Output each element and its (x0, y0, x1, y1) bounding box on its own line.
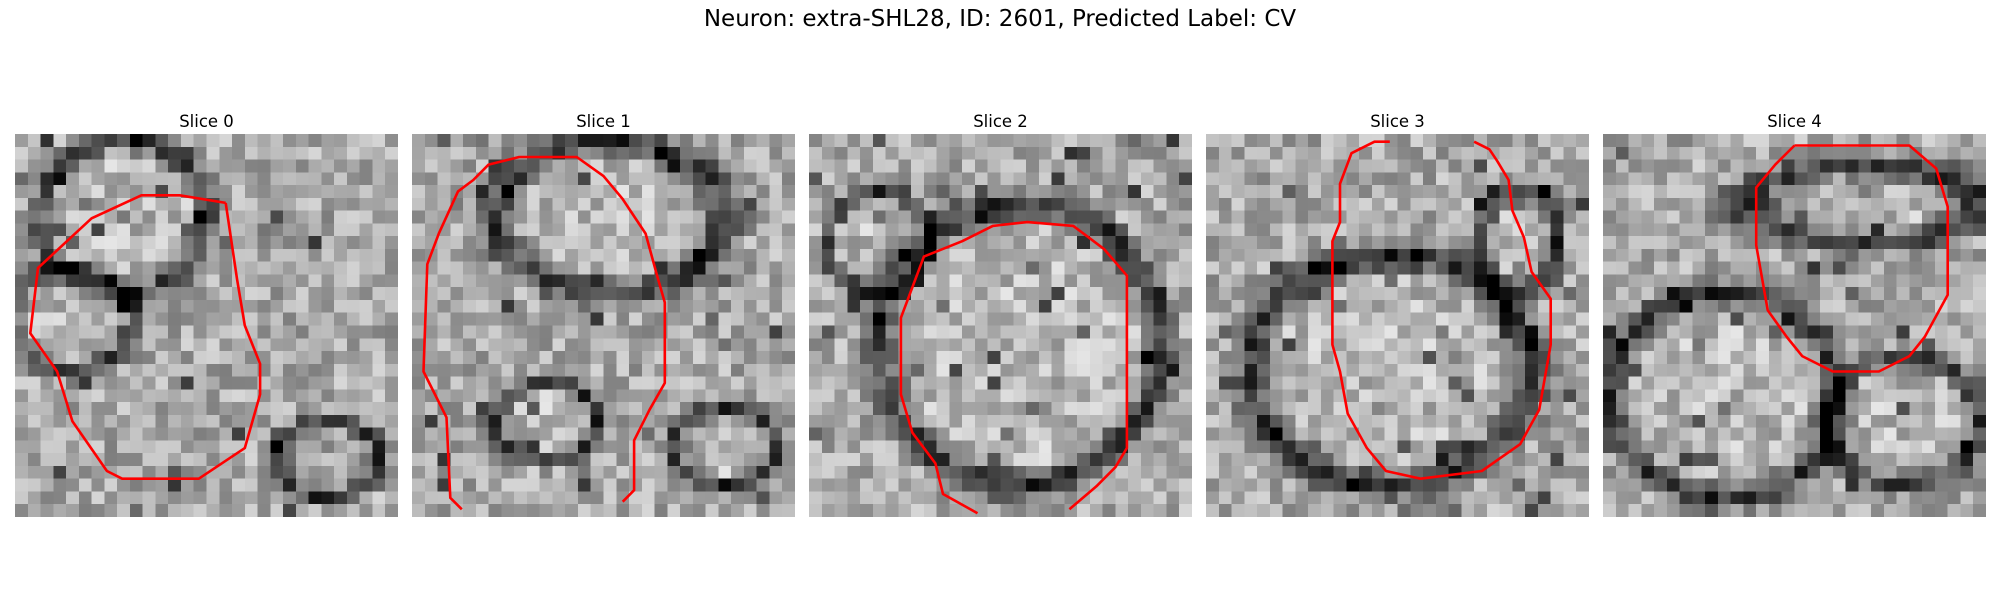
slice-panel-2: Slice 2 (809, 110, 1192, 517)
slice-image-4 (1603, 134, 1986, 517)
slice-panel-0: Slice 0 (15, 110, 398, 517)
slice-title-0: Slice 0 (179, 112, 234, 131)
slice-title-1: Slice 1 (576, 112, 631, 131)
slice-title-3: Slice 3 (1370, 112, 1425, 131)
slice-panel-4: Slice 4 (1603, 110, 1986, 517)
segmentation-contour-4 (1754, 144, 1950, 373)
slice-image-0 (15, 134, 398, 517)
figure-title: Neuron: extra-SHL28, ID: 2601, Predicted… (703, 6, 1297, 32)
slice-image-3 (1206, 134, 1589, 517)
segmentation-contour-1 (422, 155, 667, 511)
slice-title-4: Slice 4 (1767, 112, 1822, 131)
slice-title-2: Slice 2 (973, 112, 1028, 131)
segmentation-contour-3 (1331, 140, 1553, 481)
slice-panel-1: Slice 1 (412, 110, 795, 517)
segmentation-contour-0 (29, 193, 262, 481)
slice-panel-3: Slice 3 (1206, 110, 1589, 517)
slice-image-1 (412, 134, 795, 517)
segmentation-contour-2 (899, 220, 1129, 515)
